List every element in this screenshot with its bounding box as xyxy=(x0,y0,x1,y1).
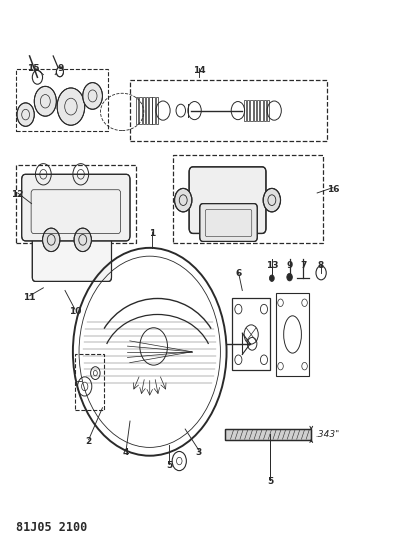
Bar xyxy=(264,100,266,122)
Bar xyxy=(251,100,253,122)
Text: 9: 9 xyxy=(58,64,64,73)
Text: 5: 5 xyxy=(267,477,273,486)
Text: 5: 5 xyxy=(166,461,173,470)
Circle shape xyxy=(43,228,60,252)
Text: 1: 1 xyxy=(149,229,155,238)
Circle shape xyxy=(175,189,192,212)
Text: 15: 15 xyxy=(27,64,40,73)
Bar xyxy=(156,97,158,124)
FancyBboxPatch shape xyxy=(200,204,257,241)
Bar xyxy=(75,354,104,410)
Circle shape xyxy=(287,273,292,281)
Text: 13: 13 xyxy=(266,261,278,270)
FancyBboxPatch shape xyxy=(32,228,112,281)
Text: 16: 16 xyxy=(327,185,339,194)
Bar xyxy=(267,100,269,122)
Text: 9: 9 xyxy=(286,261,293,270)
Bar xyxy=(225,429,311,440)
Text: 14: 14 xyxy=(193,66,205,75)
Text: 3: 3 xyxy=(196,448,202,457)
Bar xyxy=(232,298,270,370)
FancyBboxPatch shape xyxy=(22,174,130,241)
Text: 8: 8 xyxy=(318,261,324,270)
Bar xyxy=(260,100,263,122)
Bar xyxy=(247,100,249,122)
Bar xyxy=(225,429,311,440)
Bar xyxy=(139,97,141,124)
Bar xyxy=(276,293,309,376)
Text: 10: 10 xyxy=(69,306,81,316)
Bar xyxy=(16,165,136,243)
Bar xyxy=(244,100,246,122)
Bar xyxy=(173,155,323,243)
Bar xyxy=(143,97,145,124)
Text: 2: 2 xyxy=(85,437,92,446)
Text: 4: 4 xyxy=(123,448,129,457)
Circle shape xyxy=(17,103,34,126)
Circle shape xyxy=(74,228,91,252)
Circle shape xyxy=(263,189,281,212)
Circle shape xyxy=(83,83,102,109)
Text: .343": .343" xyxy=(315,430,340,439)
Bar xyxy=(136,97,138,124)
Text: 11: 11 xyxy=(23,293,36,302)
Text: 6: 6 xyxy=(235,269,242,278)
Circle shape xyxy=(57,88,85,125)
Circle shape xyxy=(56,67,63,77)
Bar xyxy=(257,100,259,122)
Bar xyxy=(146,97,148,124)
Text: 12: 12 xyxy=(11,190,24,199)
Circle shape xyxy=(34,86,56,116)
Bar xyxy=(152,97,155,124)
Bar xyxy=(16,69,108,131)
Circle shape xyxy=(269,275,274,281)
FancyBboxPatch shape xyxy=(189,167,266,233)
Bar xyxy=(149,97,152,124)
Bar xyxy=(130,80,327,141)
Text: 7: 7 xyxy=(300,261,307,270)
Text: 81J05 2100: 81J05 2100 xyxy=(16,521,87,533)
Bar xyxy=(254,100,256,122)
